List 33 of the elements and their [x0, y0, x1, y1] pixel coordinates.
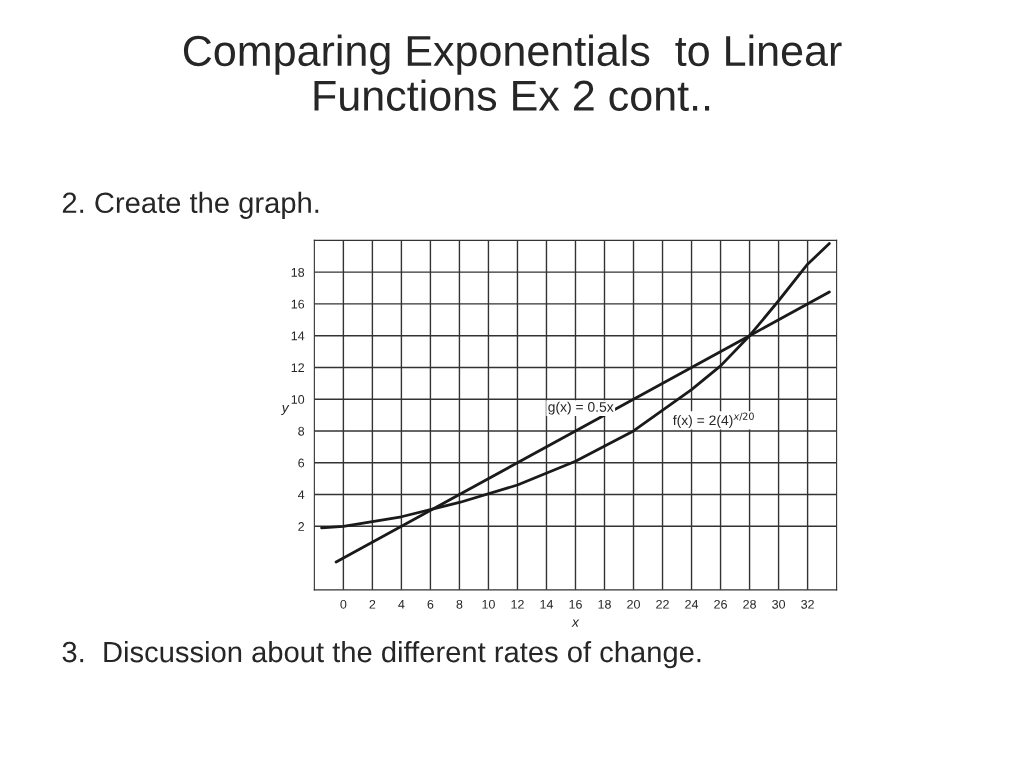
- x-tick-label: 32: [801, 599, 814, 609]
- y-tick-label: 6: [298, 458, 305, 468]
- y-tick-label: 8: [298, 426, 305, 436]
- x-tick-label: 20: [627, 599, 640, 609]
- y-tick-label: 2: [298, 522, 305, 531]
- x-tick-label: 8: [456, 599, 463, 609]
- x-tick-label: 4: [398, 600, 405, 609]
- y-axis-title: y: [280, 404, 290, 416]
- x-tick-label: 10: [482, 599, 495, 609]
- y-tick-label: 12: [291, 363, 305, 372]
- text: 2. Create the graph.: [62, 191, 319, 219]
- x-tick-label: 12: [511, 599, 524, 609]
- x-tick-label: 16: [569, 599, 582, 609]
- annotation: f(x) = 2(4)$^{x/20}$: [672, 412, 754, 428]
- y-tick-label: 4: [297, 490, 305, 500]
- y-tick-label: 14: [291, 331, 305, 341]
- annotation: g(x) = 0.5x: [548, 401, 614, 415]
- x-tick-label: 6: [427, 599, 434, 609]
- chart-title: Comparing Exponentials to Linear Functions Ex 2 cont..: [183, 34, 842, 111]
- x-axis-title: x: [571, 619, 580, 627]
- x-tick-label: 14: [540, 600, 554, 609]
- x-tick-label: 22: [656, 599, 669, 609]
- y-tick-label: 16: [291, 299, 305, 309]
- x-tick-label: 2: [369, 599, 376, 609]
- x-tick-label: 18: [598, 599, 611, 609]
- text: 3. Discussion about the different rates of change.: [62, 640, 701, 669]
- x-tick-label: 30: [772, 599, 786, 609]
- x-tick-label: 0: [340, 599, 347, 609]
- y-tick-label: 18: [291, 267, 305, 277]
- y-tick-label: 10: [291, 395, 305, 404]
- x-tick-label: 26: [714, 599, 727, 609]
- x-tick-label: 28: [743, 599, 756, 609]
- x-tick-label: 24: [685, 599, 699, 609]
